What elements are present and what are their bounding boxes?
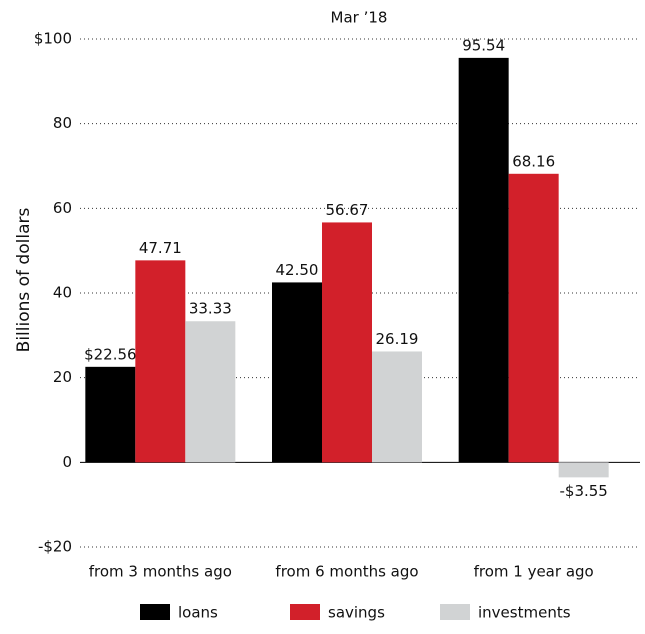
bar: [322, 222, 372, 463]
y-tick-label: 20: [53, 368, 72, 386]
data-label: 33.33: [189, 300, 232, 318]
data-label: 42.50: [276, 261, 319, 279]
bar: [458, 57, 509, 463]
y-tick-label: 60: [53, 199, 72, 217]
bar: [508, 173, 559, 463]
data-label: 26.19: [376, 330, 419, 348]
data-label: $22.56: [84, 345, 137, 363]
data-label: 95.54: [462, 36, 505, 54]
x-tick-label: from 1 year ago: [474, 563, 594, 581]
y-tick-label: 40: [53, 284, 72, 302]
bar: [272, 282, 322, 463]
y-tick-label: 80: [53, 114, 72, 132]
chart-title: Mar ’18: [331, 9, 388, 27]
y-tick-label: $100: [34, 30, 72, 48]
bar: [185, 321, 236, 463]
bar: [85, 366, 136, 463]
x-tick-label: from 3 months ago: [89, 563, 232, 581]
bar: [135, 260, 186, 463]
legend-swatch: [140, 604, 170, 620]
legend-swatch: [440, 604, 470, 620]
y-axis-label: Billions of dollars: [14, 208, 34, 353]
legend-swatch: [290, 604, 320, 620]
bar: [372, 351, 422, 463]
x-tick-label: from 6 months ago: [275, 563, 418, 581]
y-tick-label: 0: [62, 453, 72, 471]
data-label: 47.71: [139, 239, 182, 257]
y-tick-label: -$20: [38, 538, 72, 556]
legend-label: investments: [478, 604, 571, 622]
data-label: -$3.55: [559, 482, 607, 500]
bar: [558, 462, 609, 478]
legend-label: savings: [328, 604, 385, 622]
data-label: 56.67: [326, 201, 369, 219]
legend-label: loans: [178, 604, 218, 622]
data-label: 68.16: [512, 152, 555, 170]
